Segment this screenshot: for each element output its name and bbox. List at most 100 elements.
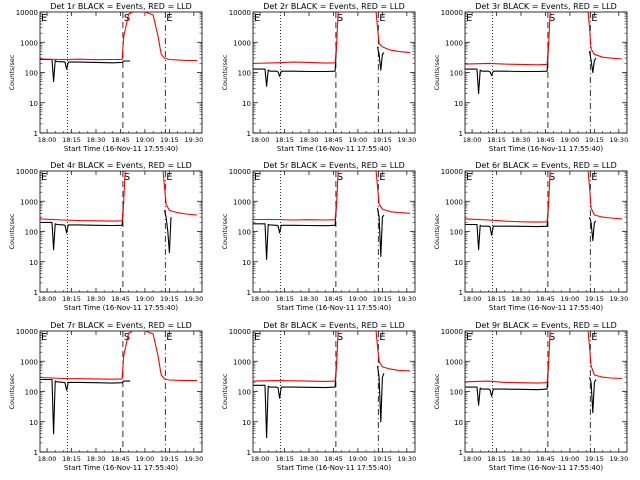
series-line <box>40 171 198 222</box>
x-tick-label: 18:45 <box>111 295 130 303</box>
x-tick-label: 18:00 <box>251 295 270 303</box>
x-tick-label: 18:45 <box>324 295 343 303</box>
event-marker-letter: E <box>466 172 472 183</box>
x-tick-label: 18:30 <box>300 295 319 303</box>
x-tick-label: 19:15 <box>160 455 179 463</box>
y-tick-label: 1000 <box>233 198 251 206</box>
event-marker-letter: S <box>549 332 555 343</box>
event-marker-letter: S <box>337 13 343 24</box>
y-tick-label: 1000 <box>233 39 251 47</box>
y-tick-label: 1 <box>247 449 251 457</box>
series-group <box>40 331 198 435</box>
plot-frame <box>39 170 203 293</box>
chart-panel: Det 8r BLACK = Events, RED = LLD 1 10 100 10… <box>221 321 416 472</box>
event-marker-letter: E <box>166 172 172 183</box>
series-line <box>465 171 623 223</box>
x-tick-label: 18:15 <box>62 295 81 303</box>
event-marker-letter: E <box>379 172 385 183</box>
plot-frame <box>252 330 416 453</box>
x-tick-label: 18:15 <box>487 295 506 303</box>
y-tick-label: 10 <box>242 259 251 267</box>
x-tick-label: 18:30 <box>87 455 106 463</box>
chart-title: Det 3r BLACK = Events, RED = LLD <box>475 2 617 11</box>
x-tick-label: 18:15 <box>62 455 81 463</box>
x-tick-label: 19:15 <box>585 136 604 144</box>
x-tick-label: 19:30 <box>397 455 416 463</box>
x-tick-label: 18:45 <box>536 136 555 144</box>
event-marker-letter: S <box>549 172 555 183</box>
y-tick-label: 1000 <box>233 358 251 366</box>
x-tick-label: 18:45 <box>536 455 555 463</box>
chart-title: Det 4r BLACK = Events, RED = LLD <box>50 161 192 170</box>
series-line <box>40 378 131 435</box>
x-tick-label: 18:30 <box>512 295 531 303</box>
x-tick-label: 19:00 <box>136 295 155 303</box>
chart-title: Det 9r BLACK = Events, RED = LLD <box>475 321 617 330</box>
x-tick-label: 18:45 <box>324 136 343 144</box>
x-tick-label: 18:00 <box>463 136 482 144</box>
plot-frame <box>252 170 416 293</box>
chart-title: Det 8r BLACK = Events, RED = LLD <box>263 321 405 330</box>
chart-panel: Det 6r BLACK = Events, RED = LLD 1 10 100 10… <box>433 161 628 312</box>
series-line <box>588 216 597 242</box>
y-tick-label: 100 <box>450 70 463 78</box>
event-marker-letter: E <box>254 172 260 183</box>
y-tick-label: 1 <box>459 449 463 457</box>
x-tick-label: 19:30 <box>609 295 628 303</box>
y-tick-label: 10000 <box>441 328 463 336</box>
y-tick-label: 1000 <box>20 39 38 47</box>
event-marker-letter: E <box>166 332 172 343</box>
x-tick-label: 19:00 <box>136 136 155 144</box>
x-tick-label: 19:30 <box>397 295 416 303</box>
y-axis-label: Counts/sec <box>221 213 229 249</box>
y-tick-label: 100 <box>238 229 251 237</box>
y-tick-label: 1 <box>459 289 463 297</box>
series-line <box>465 361 550 406</box>
x-tick-label: 19:00 <box>561 295 580 303</box>
x-tick-label: 18:30 <box>87 136 106 144</box>
y-tick-label: 1 <box>34 289 38 297</box>
series-line <box>376 46 385 71</box>
y-tick-label: 10000 <box>16 328 38 336</box>
x-tick-label: 18:15 <box>62 136 81 144</box>
series-line <box>465 42 550 95</box>
series-group <box>253 12 411 87</box>
chart-title: Det 7r BLACK = Events, RED = LLD <box>50 321 192 330</box>
y-axis-label: Counts/sec <box>433 54 441 90</box>
x-tick-label: 18:15 <box>487 136 506 144</box>
series-group <box>40 12 198 83</box>
series-line <box>465 201 550 251</box>
x-tick-label: 18:00 <box>251 455 270 463</box>
x-tick-label: 18:00 <box>38 136 57 144</box>
x-tick-label: 18:45 <box>536 295 555 303</box>
x-axis-label: Start Time (16-Nov-11 17:55:40) <box>277 464 391 472</box>
y-tick-label: 1000 <box>445 198 463 206</box>
series-line <box>376 207 385 257</box>
x-tick-label: 18:00 <box>38 295 57 303</box>
x-tick-label: 18:30 <box>300 455 319 463</box>
x-tick-label: 18:00 <box>463 455 482 463</box>
event-marker-letter: E <box>466 13 472 24</box>
chart-panel: Det 5r BLACK = Events, RED = LLD 1 10 100 10… <box>221 161 416 312</box>
x-tick-label: 18:15 <box>275 136 294 144</box>
x-tick-label: 18:15 <box>275 455 294 463</box>
y-axis-label: Counts/sec <box>221 54 229 90</box>
x-axis-label: Start Time (16-Nov-11 17:55:40) <box>64 464 178 472</box>
event-marker-letter: E <box>41 172 47 183</box>
event-marker-letter: E <box>379 13 385 24</box>
y-tick-label: 10 <box>454 259 463 267</box>
event-marker-letter: S <box>124 332 130 343</box>
series-line <box>588 51 597 74</box>
x-tick-label: 19:00 <box>349 136 368 144</box>
y-tick-label: 10 <box>242 419 251 427</box>
series-line <box>40 331 198 382</box>
chart-title: Det 1r BLACK = Events, RED = LLD <box>50 2 192 11</box>
x-tick-label: 18:15 <box>275 295 294 303</box>
chart-panel: Det 1r BLACK = Events, RED = LLD 1 10 100 10… <box>8 2 203 153</box>
y-tick-label: 1 <box>34 130 38 138</box>
y-tick-label: 10000 <box>16 9 38 17</box>
y-tick-label: 1000 <box>445 39 463 47</box>
series-line <box>588 376 597 414</box>
series-line <box>253 42 338 87</box>
event-marker-letter: E <box>254 13 260 24</box>
